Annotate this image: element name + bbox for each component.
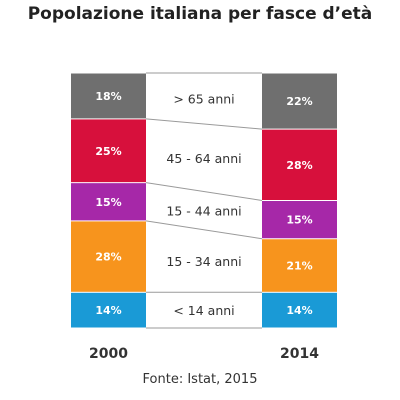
connector-line [145, 118, 263, 130]
chart-title: Popolazione italiana per fasce d’età [27, 4, 373, 24]
bar-segment [262, 239, 337, 292]
bar-segment [71, 221, 146, 292]
bar-segment [262, 201, 337, 239]
data-label: 21% [286, 260, 312, 273]
series-label: < 14 anni [173, 303, 234, 318]
bar-segment [71, 119, 146, 183]
data-label: 22% [286, 95, 312, 108]
bar-segment [71, 183, 146, 221]
connector-line [145, 182, 263, 201]
series-label: 15 - 34 anni [166, 254, 241, 269]
category-label: 2014 [280, 346, 319, 362]
data-label: 25% [95, 145, 121, 158]
connector-line [145, 220, 263, 240]
series-label: 45 - 64 anni [166, 151, 241, 166]
series-label: > 65 anni [173, 92, 234, 107]
data-label: 18% [95, 90, 121, 103]
data-label: 15% [286, 214, 312, 227]
bar-segment [71, 73, 146, 119]
data-label: 28% [95, 251, 121, 264]
data-label: 14% [286, 304, 312, 317]
data-label: 15% [95, 196, 121, 209]
category-label: 2000 [89, 346, 128, 362]
chart-source: Fonte: Istat, 2015 [142, 372, 258, 387]
bar-segment [262, 129, 337, 200]
data-label: 28% [286, 159, 312, 172]
data-label: 14% [95, 304, 121, 317]
bar-segment [262, 292, 337, 328]
bar-segment [71, 292, 146, 328]
bar-segment [262, 73, 337, 129]
series-label: 15 - 44 anni [166, 204, 241, 219]
